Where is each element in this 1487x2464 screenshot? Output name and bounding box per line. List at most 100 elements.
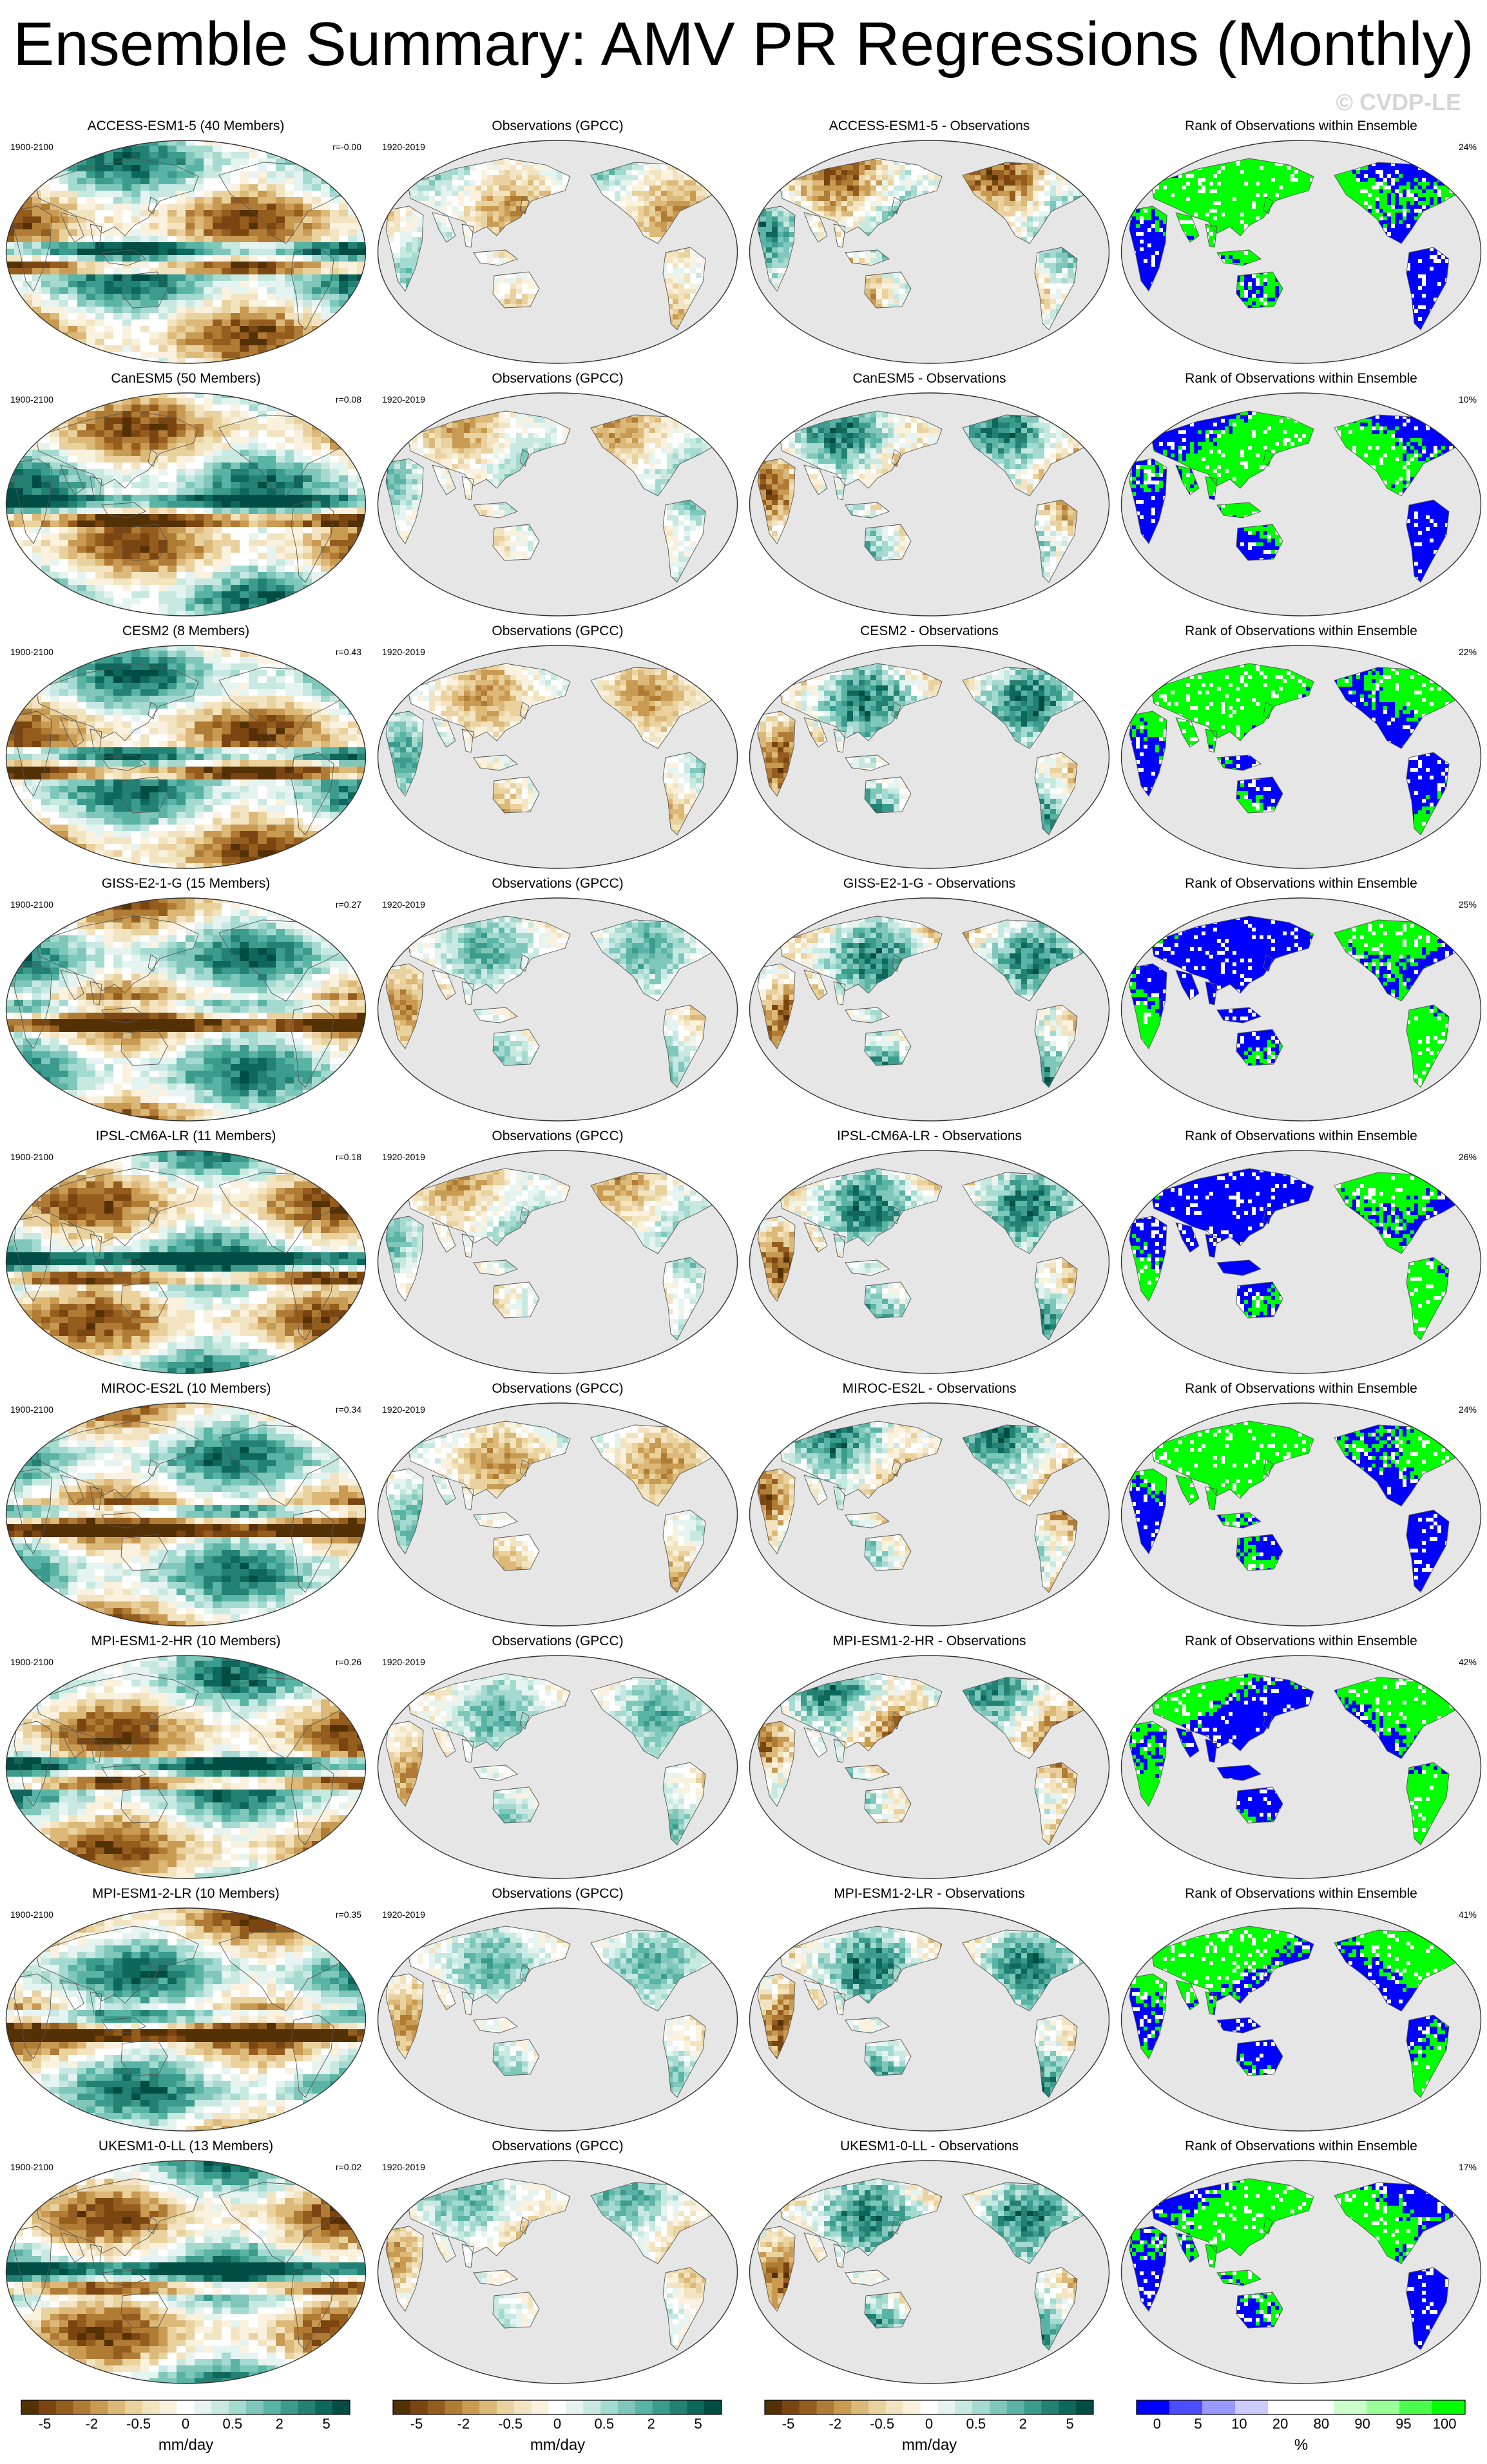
colorbar-swatch [886, 2400, 903, 2414]
colorbar: 0 5 10 20 80 90 95 100% [1115, 2396, 1487, 2464]
colorbar-swatch [1268, 2400, 1301, 2414]
obs-panel-title: Observations (GPCC) [372, 1886, 744, 1902]
colorbar-swatch [635, 2400, 653, 2414]
colorbar-swatch [1007, 2400, 1024, 2414]
pattern-correlation-label: r=0.34 [336, 1404, 361, 1415]
obs-map [377, 1402, 738, 1627]
colorbar-swatch [479, 2400, 497, 2414]
map-container [5, 392, 367, 617]
colorbar-units: mm/day [0, 2436, 372, 2454]
colorbar-swatch [851, 2400, 868, 2414]
colorbar-swatch [1059, 2400, 1076, 2414]
map-container [377, 644, 738, 870]
map-container [377, 2159, 738, 2385]
obs-map [377, 644, 738, 870]
obs-map [377, 1907, 738, 2132]
map-container [5, 1149, 367, 1375]
colorbar-swatch [937, 2400, 955, 2414]
panel-row: CESM2 (8 Members) 1900-2100 r=0.43 Observat… [0, 621, 1487, 874]
colorbar-tick-label: 0.5 [595, 2416, 615, 2432]
rank-panel-title: Rank of Observations within Ensemble [1115, 2139, 1487, 2154]
colorbar-tick-label: 0 [553, 2416, 561, 2432]
model-map [5, 2159, 367, 2385]
panel-row: ACCESS-ESM1-5 (40 Members) 1900-2100 r=-0.… [0, 116, 1487, 368]
obs-map [377, 392, 738, 617]
colorbar-tick-label: 0 [182, 2416, 189, 2432]
model-panel-title: CanESM5 (50 Members) [0, 371, 372, 387]
colorbar-strip: -5 -2 -0.5 0 0.5 2 5 mm/day -5 -2 -0.5 0 0.5 2 5 mm/day… [0, 2396, 1487, 2464]
colorbar-tick-label: 80 [1314, 2416, 1329, 2432]
rank-map [1120, 644, 1482, 870]
obs-panel: Observations (GPCC) 1920-2019 [372, 1884, 744, 2136]
panel-row: GISS-E2-1-G (15 Members) 1900-2100 r=0.27 O… [0, 874, 1487, 1126]
period-label: 1920-2019 [382, 1909, 425, 1920]
period-label: 1900-2100 [10, 1404, 53, 1415]
colorbar-swatch [1169, 2400, 1203, 2414]
colorbar-swatch [549, 2400, 566, 2414]
colorbar-tick-label: -5 [782, 2416, 795, 2432]
rank-panel: Rank of Observations within Ensemble 22% [1115, 621, 1487, 874]
colorbar-swatch [1399, 2400, 1433, 2414]
panel-row: IPSL-CM6A-LR (11 Members) 1900-2100 r=0.18… [0, 1126, 1487, 1379]
diff-panel-title: MPI-ESM1-2-LR - Observations [744, 1886, 1115, 1902]
colorbar-tick-label: 10 [1231, 2416, 1247, 2432]
colorbar-tick-label: -0.5 [498, 2416, 523, 2432]
map-container [749, 392, 1110, 617]
colorbar-swatch [765, 2400, 782, 2414]
colorbar-tick-label: -2 [457, 2416, 470, 2432]
diff-panel: MIROC-ES2L - Observations [744, 1379, 1115, 1631]
map-container [1120, 392, 1482, 617]
colorbar-tick-label: 95 [1396, 2416, 1411, 2432]
diff-panel: GISS-E2-1-G - Observations [744, 874, 1115, 1126]
period-label: 1920-2019 [382, 1657, 425, 1667]
diff-map [749, 1402, 1110, 1627]
period-label: 1920-2019 [382, 899, 425, 910]
period-label: 1920-2019 [382, 1404, 425, 1415]
colorbar-tick-label: 100 [1433, 2416, 1457, 2432]
model-map [5, 1907, 367, 2132]
rank-percent-label: 17% [1459, 2162, 1477, 2172]
colorbar-swatch [800, 2400, 817, 2414]
colorbar-svg: -5 -2 -0.5 0 0.5 2 5 [744, 2396, 1115, 2435]
rank-panel-title: Rank of Observations within Ensemble [1115, 371, 1487, 387]
rank-panel-title: Rank of Observations within Ensemble [1115, 624, 1487, 639]
colorbar-svg: -5 -2 -0.5 0 0.5 2 5 [372, 2396, 744, 2435]
model-map [5, 139, 367, 365]
model-panel-title: MPI-ESM1-2-LR (10 Members) [0, 1886, 372, 1902]
pattern-correlation-label: r=-0.00 [332, 142, 361, 152]
colorbar-swatch [903, 2400, 921, 2414]
panel-row: MPI-ESM1-2-LR (10 Members) 1900-2100 r=0.3… [0, 1884, 1487, 2136]
rank-map [1120, 1907, 1482, 2132]
period-label: 1900-2100 [10, 1909, 53, 1920]
colorbar-swatch [21, 2400, 39, 2414]
map-container [5, 1654, 367, 1880]
colorbar-swatch [1367, 2400, 1400, 2414]
obs-panel: Observations (GPCC) 1920-2019 [372, 1631, 744, 1884]
model-map [5, 1149, 367, 1375]
period-label: 1900-2100 [10, 1152, 53, 1162]
map-container [1120, 139, 1482, 365]
diff-panel: UKESM1-0-LL - Observations [744, 2136, 1115, 2389]
colorbar-tick-label: 0.5 [223, 2416, 243, 2432]
diff-map [749, 1654, 1110, 1880]
diff-panel-title: MIROC-ES2L - Observations [744, 1381, 1115, 1397]
colorbar-tick-label: -2 [86, 2416, 99, 2432]
colorbar-swatch [653, 2400, 670, 2414]
map-container [749, 1654, 1110, 1880]
pattern-correlation-label: r=0.27 [336, 899, 361, 910]
rank-panel: Rank of Observations within Ensemble 24% [1115, 1379, 1487, 1631]
map-container [749, 897, 1110, 1122]
rank-panel: Rank of Observations within Ensemble 41% [1115, 1884, 1487, 2136]
rank-panel: Rank of Observations within Ensemble 25% [1115, 874, 1487, 1126]
model-map [5, 1402, 367, 1627]
model-panel: IPSL-CM6A-LR (11 Members) 1900-2100 r=0.18 [0, 1126, 372, 1379]
map-container [5, 644, 367, 870]
colorbar-tick-label: 2 [648, 2416, 655, 2432]
rank-panel-title: Rank of Observations within Ensemble [1115, 1129, 1487, 1144]
rank-panel-title: Rank of Observations within Ensemble [1115, 1886, 1487, 1902]
obs-panel-title: Observations (GPCC) [372, 1129, 744, 1144]
rank-map [1120, 139, 1482, 365]
map-container [1120, 897, 1482, 1122]
colorbar-tick-label: 90 [1354, 2416, 1370, 2432]
colorbar-swatch [1076, 2400, 1093, 2414]
